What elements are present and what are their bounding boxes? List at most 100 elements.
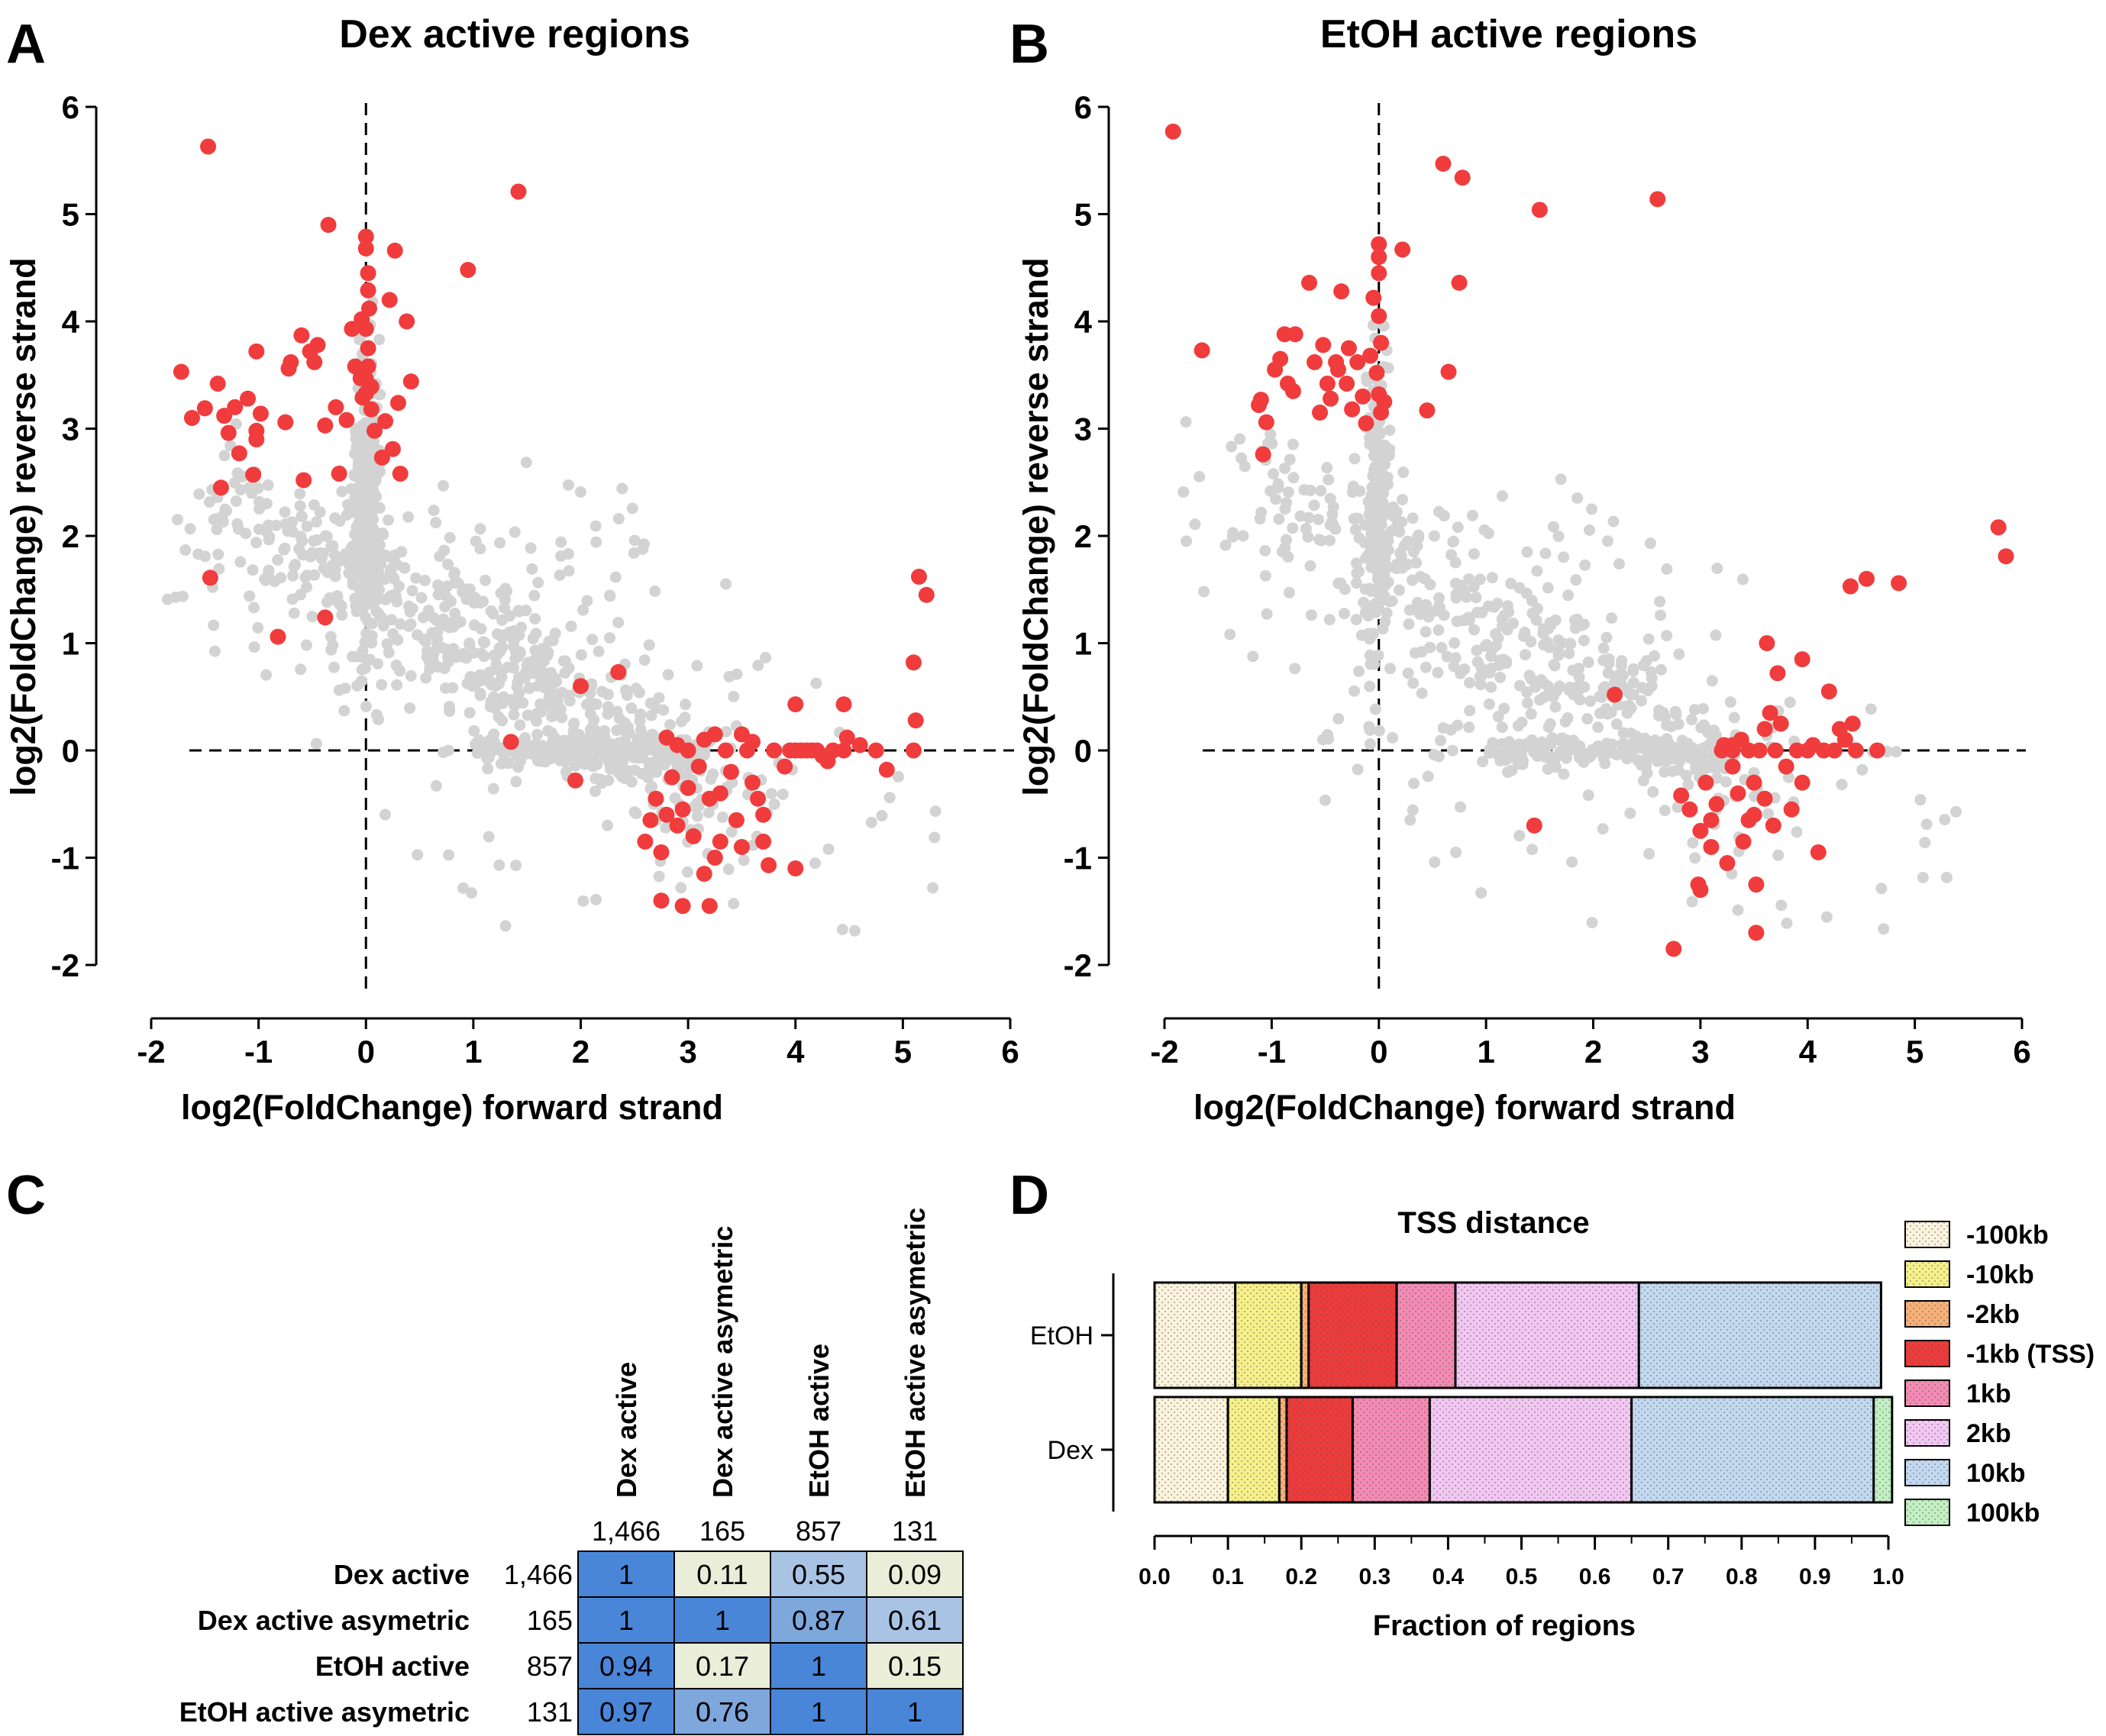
background-points (161, 295, 942, 937)
background-point (404, 702, 416, 715)
background-point (1550, 751, 1562, 763)
background-point (1820, 911, 1833, 923)
highlight-point (277, 414, 294, 431)
background-point (464, 671, 476, 683)
background-point (1432, 666, 1444, 679)
background-point (1711, 772, 1723, 784)
background-point (929, 805, 942, 818)
background-point (1919, 837, 1931, 849)
background-point (1636, 759, 1648, 771)
background-point (1680, 770, 1692, 782)
highlight-point (317, 609, 334, 626)
highlight-point (1719, 855, 1736, 872)
background-point (1289, 663, 1301, 675)
background-point (438, 479, 450, 492)
background-point (1781, 917, 1793, 929)
background-point (1364, 680, 1376, 692)
highlight-point (835, 696, 852, 713)
highlight-point (1252, 392, 1269, 408)
background-point (1616, 655, 1628, 667)
row-label: Dex active asymetric (198, 1605, 470, 1636)
background-point (496, 715, 509, 727)
background-point (760, 651, 772, 663)
x-tick-label: 2 (572, 1034, 589, 1070)
background-point (1498, 702, 1510, 715)
background-point (530, 745, 542, 757)
background-point (367, 514, 380, 526)
background-point (1475, 679, 1487, 691)
background-point (630, 807, 642, 819)
background-point (440, 682, 452, 694)
background-point (1640, 655, 1652, 667)
background-point (1582, 789, 1594, 802)
background-point (443, 701, 455, 713)
y-tick-label: 0 (1074, 733, 1092, 769)
background-point (865, 816, 877, 828)
highlight-point (755, 833, 772, 850)
background-point (535, 705, 547, 718)
background-point (822, 843, 835, 855)
highlight-point (680, 779, 696, 796)
background-point (1635, 742, 1647, 754)
panel-letter-c: C (6, 1165, 46, 1226)
background-point (1378, 484, 1390, 496)
category-label: Dex (1048, 1436, 1093, 1465)
x-tick-label: 1 (464, 1034, 482, 1070)
background-point (1526, 844, 1539, 856)
background-point (1552, 649, 1565, 661)
background-point (347, 650, 359, 663)
background-point (478, 650, 490, 663)
background-point (1458, 663, 1471, 676)
background-point (363, 443, 375, 455)
background-point (640, 734, 652, 747)
background-point (501, 586, 513, 598)
highlight-point (648, 790, 664, 807)
background-point (263, 564, 275, 576)
background-point (1711, 562, 1723, 574)
highlight-point (1340, 340, 1357, 357)
background-point (301, 521, 313, 533)
column-header: Dex active (611, 1362, 642, 1498)
heatmap-cell (866, 1550, 964, 1598)
column-count: 131 (892, 1515, 938, 1547)
highlight-point (392, 466, 409, 482)
background-point (1856, 763, 1869, 776)
x-tick-label: 5 (1906, 1034, 1924, 1070)
background-point (1531, 602, 1543, 615)
background-point (568, 717, 580, 729)
background-point (464, 583, 476, 595)
background-point (604, 631, 616, 644)
background-point (278, 544, 290, 556)
bar-segment-texture (1279, 1397, 1287, 1502)
highlight-point (1769, 665, 1786, 682)
highlight-point (685, 828, 702, 844)
background-point (605, 753, 617, 766)
background-point (509, 526, 521, 538)
background-point (1470, 592, 1482, 604)
background-point (1513, 830, 1526, 842)
background-point (325, 540, 338, 553)
background-point (1682, 779, 1694, 791)
background-point (489, 679, 502, 692)
background-point (1384, 424, 1396, 437)
background-point (1477, 756, 1489, 768)
background-point (1391, 521, 1403, 533)
background-point (1525, 708, 1537, 720)
background-point (1497, 490, 1509, 502)
highlight-point (363, 401, 380, 418)
highlight-point (637, 833, 654, 850)
background-point (270, 519, 283, 531)
background-point (376, 679, 388, 691)
background-point (438, 747, 450, 759)
background-point (1273, 513, 1285, 525)
background-point (230, 495, 242, 507)
background-point (262, 479, 274, 491)
background-point (602, 689, 614, 701)
row-label: Dex active (334, 1559, 470, 1590)
column-count: 857 (796, 1515, 841, 1547)
background-point (1266, 437, 1278, 450)
highlight-point (1451, 274, 1468, 291)
background-point (1455, 579, 1468, 592)
background-point (203, 496, 215, 508)
column-header: EtOH active asymetric (900, 1208, 931, 1498)
